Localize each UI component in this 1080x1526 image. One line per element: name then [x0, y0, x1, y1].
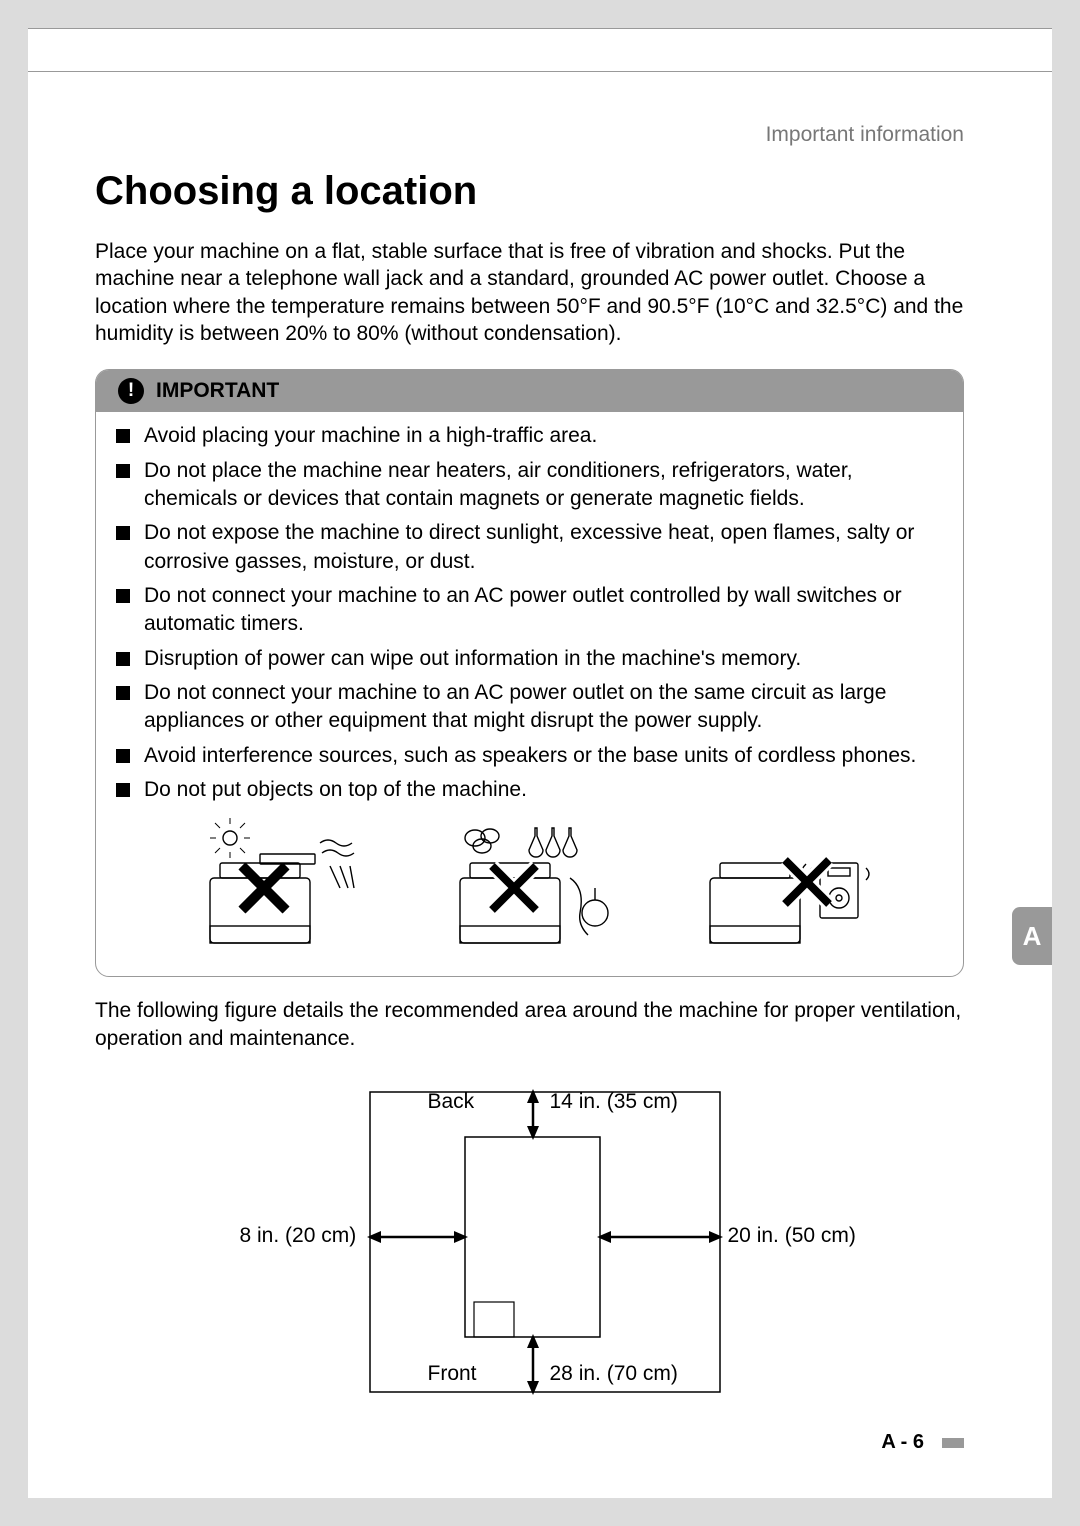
- important-body: Avoid placing your machine in a high-tra…: [96, 412, 963, 976]
- prohibited-chemicals-illustration: [440, 818, 620, 958]
- right-dimension: 20 in. (50 cm): [728, 1224, 856, 1248]
- left-dimension: 8 in. (20 cm): [240, 1224, 357, 1248]
- important-label: IMPORTANT: [156, 379, 279, 403]
- list-text: Disruption of power can wipe out informa…: [144, 645, 801, 673]
- list-text: Do not put objects on top of the machine…: [144, 776, 527, 804]
- illustration-row: [116, 818, 943, 958]
- list-item: Do not expose the machine to direct sunl…: [116, 519, 943, 576]
- back-label: Back: [428, 1090, 475, 1114]
- clearance-diagram: Back 14 in. (35 cm) 8 in. (20 cm) 20 in.…: [250, 1072, 810, 1422]
- important-badge-icon: !: [118, 378, 144, 404]
- list-item: Disruption of power can wipe out informa…: [116, 645, 943, 673]
- list-item: Do not put objects on top of the machine…: [116, 776, 943, 804]
- cross-icon: [492, 866, 536, 910]
- list-text: Do not expose the machine to direct sunl…: [144, 519, 943, 576]
- prohibited-speaker-illustration: [690, 818, 870, 958]
- bullet-icon: [116, 589, 130, 603]
- bullet-icon: [116, 783, 130, 797]
- important-list: Avoid placing your machine in a high-tra…: [116, 422, 943, 804]
- bullet-icon: [116, 429, 130, 443]
- bullet-icon: [116, 749, 130, 763]
- section-tab: A: [1012, 907, 1052, 965]
- important-header: ! IMPORTANT: [96, 370, 963, 412]
- page-title: Choosing a location: [95, 169, 964, 214]
- content-area: Choosing a location Place your machine o…: [95, 169, 964, 1422]
- bullet-icon: [116, 526, 130, 540]
- printer-icon: [690, 818, 870, 958]
- bullet-icon: [116, 652, 130, 666]
- printer-icon: [440, 818, 620, 958]
- list-text: Avoid placing your machine in a high-tra…: [144, 422, 597, 450]
- prohibited-sun-illustration: [190, 818, 370, 958]
- clearance-intro: The following figure details the recomme…: [95, 997, 964, 1052]
- list-item: Do not connect your machine to an AC pow…: [116, 582, 943, 639]
- list-item: Do not place the machine near heaters, a…: [116, 457, 943, 514]
- bullet-icon: [116, 686, 130, 700]
- back-dimension: 14 in. (35 cm): [550, 1090, 678, 1114]
- page-number: A - 6: [881, 1431, 924, 1454]
- front-label: Front: [428, 1362, 477, 1386]
- footer-accent-icon: [942, 1438, 964, 1448]
- list-item: Do not connect your machine to an AC pow…: [116, 679, 943, 736]
- cross-icon: [785, 860, 829, 904]
- front-dimension: 28 in. (70 cm): [550, 1362, 678, 1386]
- cross-icon: [242, 866, 286, 910]
- page: Important information Choosing a locatio…: [28, 28, 1052, 1498]
- top-rule: [28, 71, 1052, 72]
- clearance-diagram-wrap: Back 14 in. (35 cm) 8 in. (20 cm) 20 in.…: [95, 1072, 964, 1422]
- list-item: Avoid placing your machine in a high-tra…: [116, 422, 943, 450]
- header-section-label: Important information: [766, 123, 964, 147]
- page-footer: A - 6: [881, 1431, 964, 1454]
- list-text: Do not connect your machine to an AC pow…: [144, 582, 943, 639]
- list-text: Do not connect your machine to an AC pow…: [144, 679, 943, 736]
- list-text: Do not place the machine near heaters, a…: [144, 457, 943, 514]
- list-text: Avoid interference sources, such as spea…: [144, 742, 916, 770]
- intro-paragraph: Place your machine on a flat, stable sur…: [95, 238, 964, 347]
- bullet-icon: [116, 464, 130, 478]
- list-item: Avoid interference sources, such as spea…: [116, 742, 943, 770]
- printer-icon: [190, 818, 370, 958]
- important-callout: ! IMPORTANT Avoid placing your machine i…: [95, 369, 964, 977]
